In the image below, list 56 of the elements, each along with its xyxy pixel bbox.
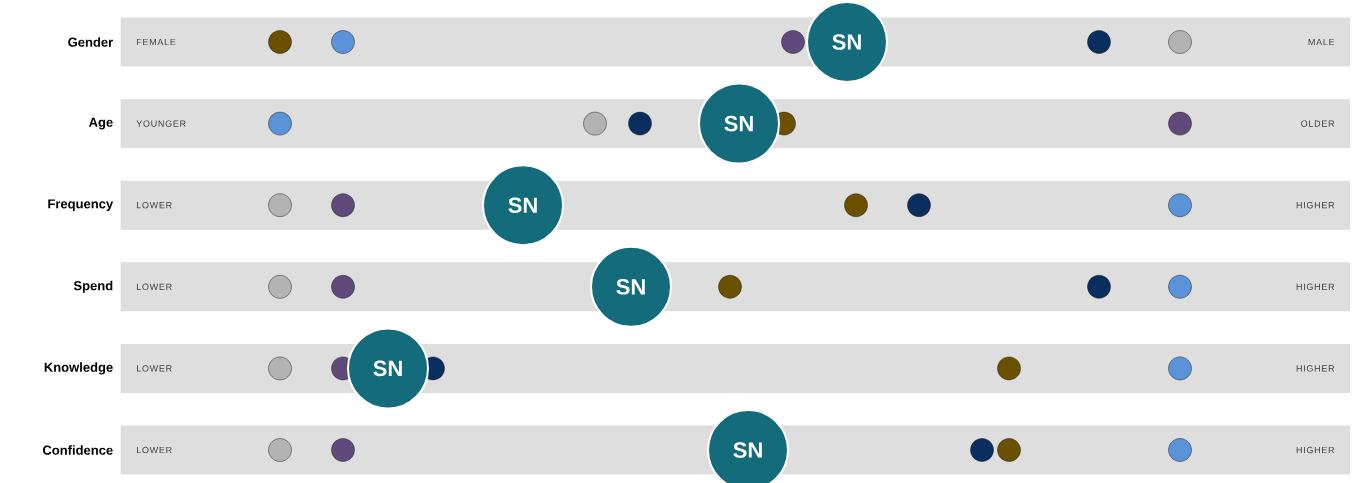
point [997, 438, 1021, 462]
point [268, 356, 292, 381]
point [1168, 193, 1192, 217]
point [1087, 275, 1111, 299]
text: SN [733, 442, 762, 458]
point [844, 193, 868, 217]
y-tick-label: Spend [73, 280, 113, 293]
y-tick-label: Frequency [48, 199, 114, 212]
text: LOWER [136, 202, 172, 209]
text: HIGHER [1296, 446, 1335, 454]
point [1168, 275, 1192, 299]
text: SN [616, 279, 645, 295]
point [781, 30, 805, 54]
point [268, 193, 292, 217]
y-tick-label: Confidence [42, 445, 113, 455]
point [331, 30, 355, 54]
point [1168, 356, 1192, 381]
point [268, 111, 292, 136]
point [1168, 111, 1192, 136]
text: OLDER [1301, 120, 1335, 127]
text: YOUNGER [136, 120, 186, 127]
text: FEMALE [136, 38, 176, 46]
point [1087, 30, 1111, 54]
series-label: SN [832, 34, 861, 50]
text: LOWER [136, 365, 172, 372]
point [1168, 438, 1192, 462]
point [268, 30, 292, 54]
text: SN [508, 197, 537, 213]
point [482, 164, 565, 247]
text: HIGHER [1296, 365, 1335, 372]
text: LOWER [136, 446, 172, 454]
point [268, 438, 292, 462]
point [997, 356, 1021, 381]
text: HIGHER [1296, 283, 1335, 290]
point [718, 275, 742, 299]
text: HIGHER [1296, 202, 1335, 209]
text: SN [724, 115, 753, 132]
text: SN [373, 360, 402, 377]
point [331, 193, 355, 217]
point [347, 327, 430, 410]
point [583, 111, 607, 136]
text: LOWER [136, 283, 172, 290]
point [331, 275, 355, 299]
point [628, 111, 652, 136]
point [331, 438, 355, 462]
point [1168, 30, 1192, 54]
y-tick-label: Gender [68, 37, 113, 47]
point [268, 275, 292, 299]
y-tick-label: Age [88, 117, 113, 130]
point [698, 82, 781, 165]
point [806, 1, 889, 84]
point [970, 438, 994, 462]
text: MALE [1308, 38, 1335, 46]
point [907, 193, 931, 217]
point [590, 245, 673, 328]
y-tick-label: Knowledge [44, 362, 113, 375]
